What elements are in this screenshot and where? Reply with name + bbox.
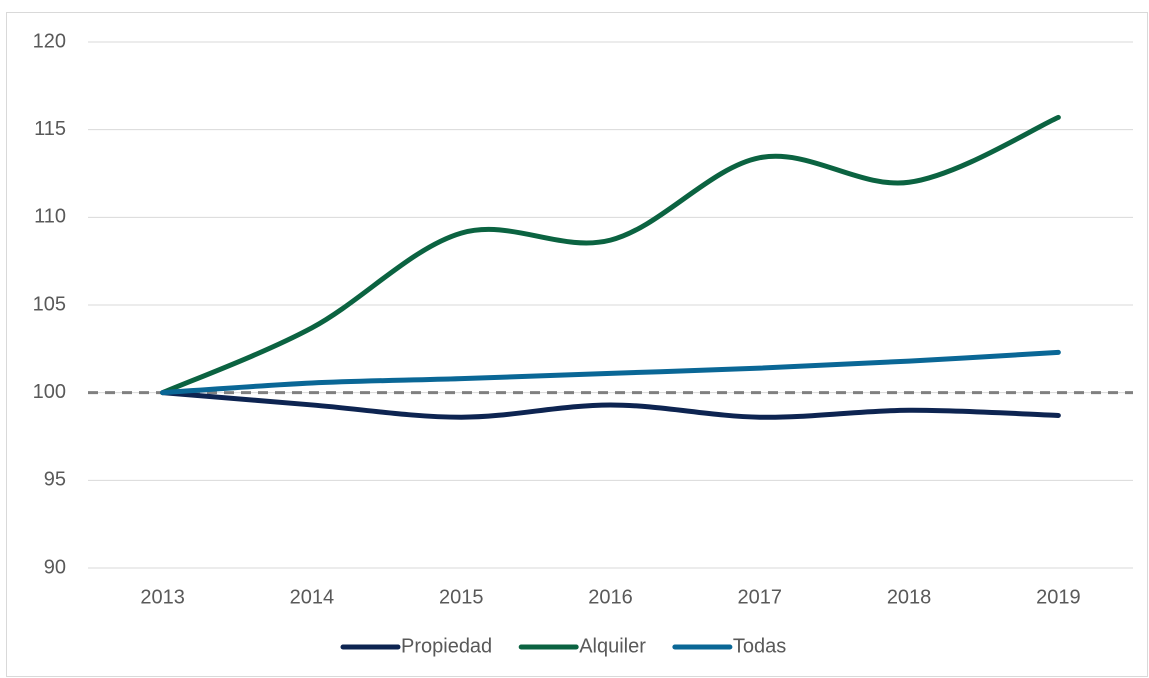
legend-label: Todas xyxy=(733,635,786,657)
y-tick-label: 95 xyxy=(44,469,66,491)
chart-frame xyxy=(6,12,1148,677)
series-line xyxy=(160,349,1061,396)
y-tick-label: 90 xyxy=(44,556,66,578)
x-tick-label: 2015 xyxy=(439,586,484,608)
x-tick-label: 2013 xyxy=(140,586,185,608)
legend-label: Alquiler xyxy=(579,635,646,657)
series-line xyxy=(160,114,1061,396)
x-tick-label: 2018 xyxy=(887,586,932,608)
x-tick-label: 2019 xyxy=(1036,586,1081,608)
legend-label: Propiedad xyxy=(401,635,492,657)
x-tick-label: 2017 xyxy=(738,586,783,608)
y-tick-label: 115 xyxy=(34,118,66,140)
y-tick-label: 110 xyxy=(34,206,66,228)
y-tick-label: 105 xyxy=(33,293,66,315)
x-tick-label: 2014 xyxy=(290,586,335,608)
y-tick-label: 120 xyxy=(33,30,66,52)
x-tick-label: 2016 xyxy=(588,586,633,608)
y-tick-label: 100 xyxy=(33,381,66,403)
series-line xyxy=(160,390,1061,420)
